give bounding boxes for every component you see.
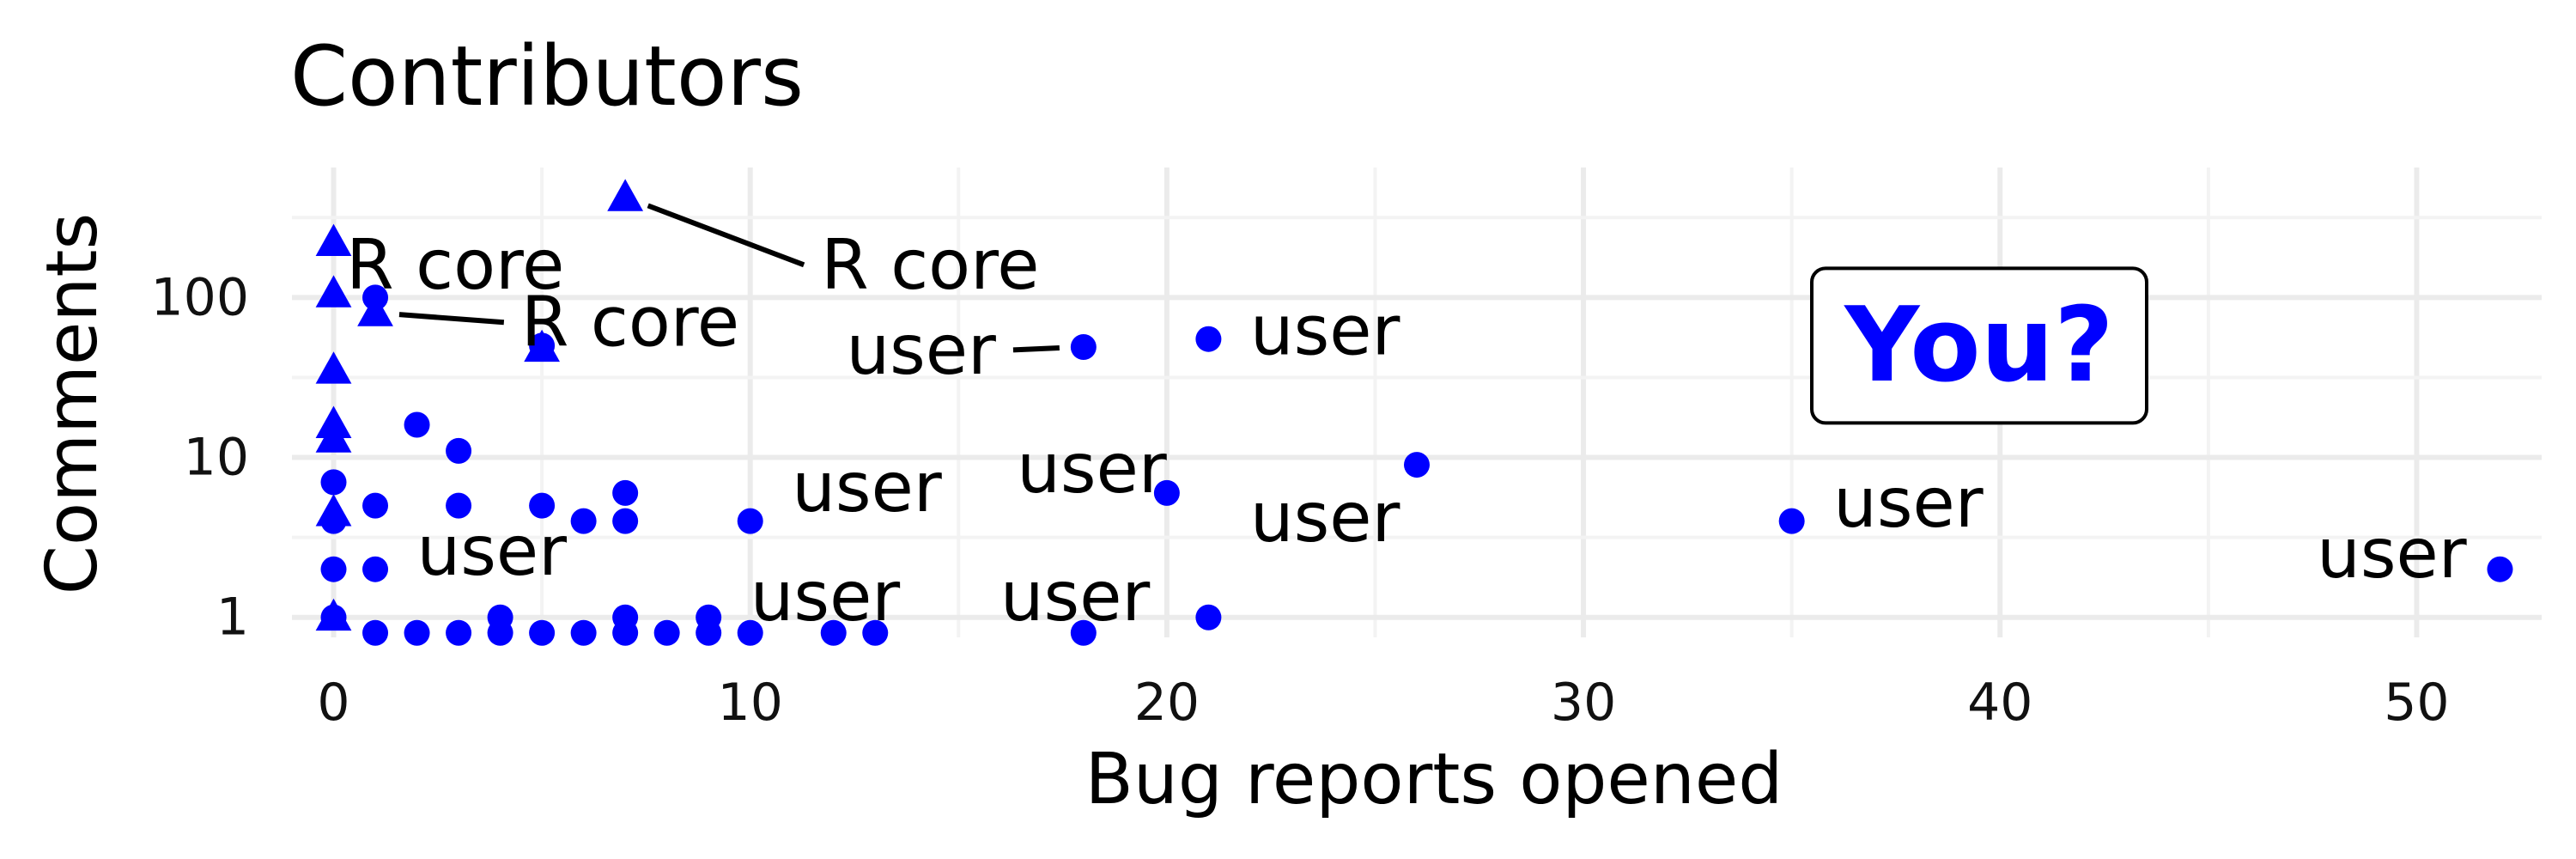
circle-point [862, 619, 889, 646]
circle-point [446, 492, 472, 519]
circle-point [1778, 508, 1805, 534]
circle-point [1404, 452, 1430, 478]
point-label: user [846, 310, 996, 390]
x-tick-label: 30 [1551, 673, 1616, 733]
circle-point [570, 508, 597, 534]
you-callout: You? [1810, 266, 2148, 425]
circle-point [446, 619, 472, 646]
circle-point [1153, 479, 1180, 506]
point-label: user [2317, 514, 2467, 594]
point-label: user [1250, 291, 1400, 371]
you-callout-text: You? [1843, 286, 2113, 405]
circle-point [2487, 556, 2513, 582]
annotation-leader-line [647, 203, 805, 268]
triangle-point [315, 420, 352, 453]
circle-point [529, 492, 556, 519]
y-tick-label: 100 [150, 267, 249, 327]
circle-point [362, 284, 389, 311]
circle-point [487, 619, 513, 646]
point-label: R core [346, 225, 564, 305]
point-label: user [1017, 429, 1167, 509]
x-tick-label: 10 [718, 673, 783, 733]
x-tick-label: 20 [1134, 673, 1200, 733]
circle-point [404, 411, 430, 438]
triangle-point [607, 179, 644, 211]
x-axis-title: Bug reports opened [1085, 739, 1783, 820]
grid-lines [292, 168, 2542, 637]
you-callout-box [1810, 266, 2148, 425]
y-axis-ticks: 1 10 100 [150, 267, 249, 647]
point-label: user [792, 448, 942, 527]
x-tick-label: 40 [1967, 673, 2032, 733]
x-tick-label: 0 [317, 673, 349, 733]
y-tick-label: 10 [184, 428, 249, 488]
y-tick-label: 1 [216, 588, 249, 648]
point-label: user [1000, 557, 1151, 637]
annotation-leader-line [1012, 344, 1060, 353]
circle-point [737, 619, 763, 646]
circle-point [612, 619, 639, 646]
triangle-point [315, 275, 352, 308]
triangle-point [315, 351, 352, 384]
circle-point [696, 619, 722, 646]
circle-point [362, 556, 389, 582]
x-tick-label: 50 [2384, 673, 2449, 733]
circle-point [820, 619, 847, 646]
circle-point [404, 619, 430, 646]
circle-point [446, 437, 472, 464]
point-label: R core [821, 225, 1039, 305]
data-points [315, 179, 2513, 646]
annotation-leader-lines [398, 203, 1060, 353]
circle-point [362, 492, 389, 519]
circle-point [570, 619, 597, 646]
y-axis-title: Comments [32, 213, 113, 594]
circle-point [1070, 619, 1097, 646]
circle-point [612, 479, 639, 506]
point-label: R core [521, 283, 739, 362]
circle-point [737, 508, 763, 534]
point-label: user [750, 557, 901, 637]
point-label: user [1250, 478, 1400, 557]
circle-point [320, 556, 347, 582]
circle-point [529, 619, 556, 646]
point-label: user [1833, 463, 1984, 543]
circle-point [529, 332, 556, 359]
circle-point [362, 619, 389, 646]
circle-point [320, 508, 347, 534]
annotation-leader-line [398, 312, 505, 326]
circle-point [1195, 604, 1222, 631]
x-axis-ticks: 0 10 20 30 40 50 [317, 673, 2449, 733]
circle-point [320, 469, 347, 496]
point-label: user [417, 511, 568, 591]
circle-point [1195, 326, 1222, 352]
circle-point [1070, 334, 1097, 361]
chart-title: Contributors [290, 28, 804, 125]
circle-point [653, 619, 680, 646]
circle-point [320, 604, 347, 631]
triangle-point [315, 223, 352, 257]
circle-point [612, 508, 639, 534]
